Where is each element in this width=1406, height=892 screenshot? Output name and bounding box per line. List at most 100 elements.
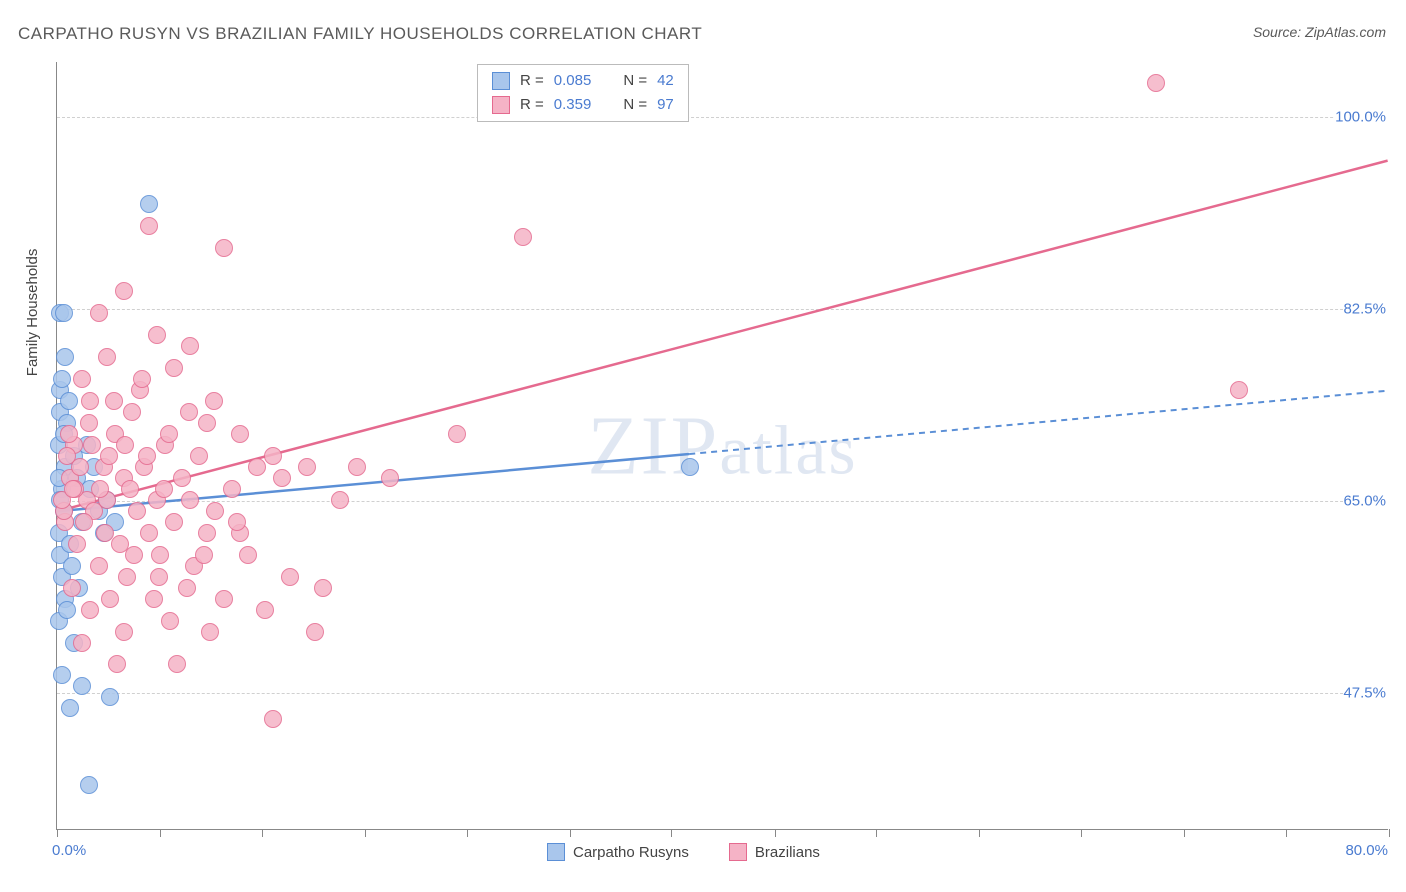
data-point (148, 326, 166, 344)
data-point (331, 491, 349, 509)
data-point (281, 568, 299, 586)
data-point (1230, 381, 1248, 399)
data-point (348, 458, 366, 476)
data-point (181, 337, 199, 355)
data-point (306, 623, 324, 641)
data-point (514, 228, 532, 246)
bottom-legend: Carpatho Rusyns Brazilians (547, 843, 820, 861)
data-point (264, 447, 282, 465)
y-tick-label: 100.0% (1335, 108, 1390, 125)
stats-row-2: R = 0.359 N = 97 (492, 93, 674, 117)
data-point (80, 776, 98, 794)
data-point (681, 458, 699, 476)
data-point (83, 436, 101, 454)
data-point (298, 458, 316, 476)
source-attribution: Source: ZipAtlas.com (1253, 24, 1386, 40)
data-point (195, 546, 213, 564)
data-point (100, 447, 118, 465)
x-axis-min-label: 0.0% (52, 842, 86, 859)
data-point (206, 502, 224, 520)
data-point (165, 513, 183, 531)
y-tick-label: 82.5% (1343, 300, 1390, 317)
data-point (105, 392, 123, 410)
data-point (205, 392, 223, 410)
data-point (121, 480, 139, 498)
data-point (178, 579, 196, 597)
data-point (381, 469, 399, 487)
data-point (116, 436, 134, 454)
data-point (61, 699, 79, 717)
data-point (160, 425, 178, 443)
swatch-series-2 (492, 96, 510, 114)
data-point (128, 502, 146, 520)
n-value-2: 97 (657, 93, 674, 117)
swatch-series-1 (547, 843, 565, 861)
data-point (248, 458, 266, 476)
data-point (73, 634, 91, 652)
data-point (64, 480, 82, 498)
y-tick-label: 65.0% (1343, 492, 1390, 509)
r-value-1: 0.085 (554, 69, 592, 93)
data-point (231, 425, 249, 443)
data-point (239, 546, 257, 564)
data-point (108, 655, 126, 673)
swatch-series-1 (492, 72, 510, 90)
data-point (168, 655, 186, 673)
data-point (98, 348, 116, 366)
data-point (75, 513, 93, 531)
data-point (101, 688, 119, 706)
data-point (115, 282, 133, 300)
data-point (58, 601, 76, 619)
data-point (125, 546, 143, 564)
data-point (180, 403, 198, 421)
data-point (223, 480, 241, 498)
data-point (71, 458, 89, 476)
r-label: R = (520, 93, 544, 117)
legend-item-2: Brazilians (729, 843, 820, 861)
data-point (314, 579, 332, 597)
data-point (68, 535, 86, 553)
data-point (150, 568, 168, 586)
y-axis-title: Family Households (24, 249, 41, 377)
chart-title: CARPATHO RUSYN VS BRAZILIAN FAMILY HOUSE… (18, 24, 702, 44)
data-point (73, 370, 91, 388)
data-point (101, 590, 119, 608)
data-point (81, 392, 99, 410)
data-point (165, 359, 183, 377)
data-point (140, 195, 158, 213)
data-point (63, 557, 81, 575)
legend-label-1: Carpatho Rusyns (573, 844, 689, 861)
data-point (63, 579, 81, 597)
data-point (264, 710, 282, 728)
data-point (90, 557, 108, 575)
data-point (448, 425, 466, 443)
data-point (256, 601, 274, 619)
n-label: N = (623, 69, 647, 93)
data-point (145, 590, 163, 608)
data-point (96, 524, 114, 542)
data-point (55, 304, 73, 322)
data-point (140, 524, 158, 542)
plot-area: ZIPatlas 47.5%65.0%82.5%100.0% 0.0% 80.0… (56, 62, 1388, 830)
watermark: ZIPatlas (587, 397, 857, 494)
data-point (273, 469, 291, 487)
x-axis-max-label: 80.0% (1345, 842, 1388, 859)
data-point (228, 513, 246, 531)
data-point (90, 304, 108, 322)
data-point (123, 403, 141, 421)
data-point (190, 447, 208, 465)
data-point (81, 601, 99, 619)
n-label: N = (623, 93, 647, 117)
data-point (53, 370, 71, 388)
data-point (201, 623, 219, 641)
data-point (91, 480, 109, 498)
data-point (80, 414, 98, 432)
stats-row-1: R = 0.085 N = 42 (492, 69, 674, 93)
data-point (181, 491, 199, 509)
data-point (215, 590, 233, 608)
data-point (118, 568, 136, 586)
data-point (198, 524, 216, 542)
r-label: R = (520, 69, 544, 93)
y-tick-label: 47.5% (1343, 684, 1390, 701)
n-value-1: 42 (657, 69, 674, 93)
